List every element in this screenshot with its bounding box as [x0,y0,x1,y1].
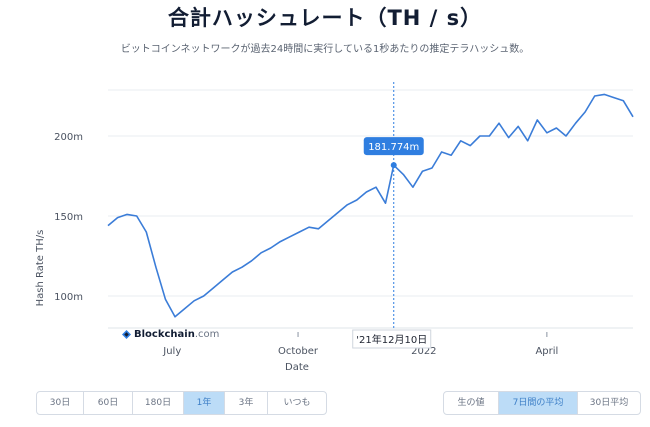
avg-button-raw[interactable]: 生の値 [444,392,499,414]
data-point [145,231,147,233]
x-axis-label: Date [285,362,309,373]
data-point [555,127,557,129]
data-point [384,202,386,204]
data-point [488,135,490,137]
grid-lines [108,89,633,329]
y-tick-label: 100m [54,292,83,303]
data-point [632,116,634,118]
data-point [308,226,310,228]
data-point [336,212,338,214]
range-button-60d[interactable]: 60日 [84,392,133,414]
y-axis-ticks: 100m 150m 200m [54,132,83,303]
data-point [279,240,281,242]
data-point [450,154,452,156]
data-point [507,136,509,138]
data-point [174,316,176,318]
data-point [536,119,538,121]
x-tick-label: 2022 [411,346,436,357]
y-tick-label: 200m [54,132,83,143]
data-point [212,287,214,289]
range-button-3y[interactable]: 3年 [225,392,268,414]
data-point [421,170,423,172]
data-point [203,295,205,297]
series-line [107,93,634,318]
page-subtitle: ビットコインネットワークが過去24時間に実行している1秒あたりの推定テラハッシュ… [120,44,530,55]
range-button-30d[interactable]: 30日 [37,392,84,414]
data-point [594,95,596,97]
data-point [164,298,166,300]
data-point [440,151,442,153]
data-point [402,173,404,175]
data-point [479,135,481,137]
data-point [136,215,138,217]
data-point [517,125,519,127]
x-tick-label: July [162,346,181,357]
data-point [250,260,252,262]
data-point [317,228,319,230]
data-point [584,111,586,113]
data-point [231,271,233,273]
logo-domain: .com [194,329,220,340]
data-point [116,216,118,218]
avg-button-30d[interactable]: 30日平均 [589,398,629,408]
x-tick-label: April [535,346,558,357]
time-range-selector: 30日 60日 180日 1年 3年 いつも [36,391,327,415]
data-point [431,167,433,169]
blockchain-logo: Blockchain .com [122,329,219,340]
range-button-180d[interactable]: 180日 [133,392,184,414]
data-point [574,122,576,124]
data-point [469,144,471,146]
data-point [269,247,271,249]
data-point [565,135,567,137]
data-point [527,140,529,142]
data-point [356,199,358,201]
data-point [327,220,329,222]
series-hash-rate [107,93,634,318]
y-axis-label: Hash Rate TH/s [35,230,46,307]
x-tick-label: October [278,346,319,357]
data-point [289,236,291,238]
blockchain-logo-icon [122,330,131,339]
tooltip-value: 181.774m [368,142,419,153]
average-selector: 生の値 7日間の平均 30日平均 [443,391,641,415]
avg-button-7d[interactable]: 7日間の平均 [499,392,578,414]
tooltip-date: '21年12月10日 [356,333,427,346]
tooltip-date-box [352,329,432,349]
data-point [183,308,185,310]
data-point [622,100,624,102]
logo-brand: Blockchain [134,329,195,340]
tooltip-box [363,137,424,156]
data-point [375,186,377,188]
data-point [613,96,615,98]
data-point [222,279,224,281]
data-point [346,204,348,206]
data-point [193,300,195,302]
data-point [260,252,262,254]
range-button-1y[interactable]: 1年 [184,392,225,414]
data-point [412,186,414,188]
data-point [546,132,548,134]
data-point [241,266,243,268]
value-tooltip: 181.774m '21年12月10日 [352,137,432,349]
data-point [460,140,462,142]
y-tick-label: 150m [54,212,83,223]
range-button-all[interactable]: いつも [283,398,311,408]
hash-rate-chart: 100m 150m 200m July October 2022 April Hash R… [35,82,634,373]
data-point [603,93,605,95]
page-title: 合計ハッシュレート（TH / s） [167,6,483,30]
hover-cursor [390,82,397,334]
data-point [107,224,109,226]
data-point [365,191,367,193]
data-point [298,231,300,233]
cursor-point [390,162,397,169]
data-point [498,122,500,124]
data-point [155,266,157,268]
data-point [126,213,128,215]
